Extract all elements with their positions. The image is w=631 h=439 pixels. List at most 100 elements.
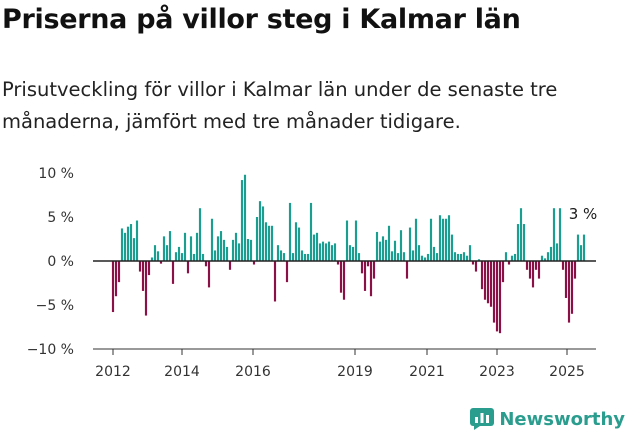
- bar-positive: [321, 241, 325, 261]
- bar-positive: [270, 225, 274, 261]
- bar-negative: [564, 261, 568, 298]
- bar-positive: [213, 250, 217, 261]
- y-tick-label: −10 %: [27, 342, 74, 358]
- bar-negative: [369, 261, 373, 297]
- bar-negative: [573, 261, 577, 279]
- bar-positive: [414, 218, 418, 261]
- bar-positive: [318, 243, 322, 261]
- bar-positive: [192, 253, 196, 261]
- bar-negative: [531, 261, 535, 288]
- bar-positive: [246, 239, 250, 261]
- bar-positive: [387, 225, 391, 261]
- bar-positive: [510, 255, 514, 261]
- bar-negative: [360, 261, 364, 274]
- chart-title: Priserna på villor steg i Kalmar län: [2, 4, 521, 35]
- bar-positive: [504, 252, 508, 261]
- bar-negative: [147, 261, 151, 276]
- bar-positive: [465, 255, 469, 261]
- x-tick-label: 2025: [549, 364, 585, 380]
- bar-positive: [555, 243, 559, 261]
- bar-positive: [162, 236, 166, 261]
- y-tick-label: 5 %: [47, 210, 74, 226]
- bar-positive: [396, 253, 400, 261]
- bar-positive: [150, 257, 154, 261]
- bar-positive: [168, 231, 172, 261]
- bar-positive: [174, 252, 178, 261]
- bar-negative: [228, 261, 232, 270]
- bar-negative: [480, 261, 484, 290]
- bar-positive: [432, 246, 436, 261]
- bar-negative: [111, 261, 115, 313]
- bar-positive: [312, 234, 316, 261]
- bar-positive: [156, 251, 160, 261]
- bar-positive: [306, 253, 310, 261]
- bar-negative: [570, 261, 574, 314]
- bar-positive: [330, 245, 334, 261]
- chart-subtitle: Prisutveckling för villor i Kalmar län u…: [2, 78, 558, 133]
- bar-positive: [558, 208, 562, 261]
- bar-positive: [327, 241, 331, 261]
- x-tick-label: 2014: [164, 364, 200, 380]
- bar-positive: [333, 243, 337, 261]
- bar-positive: [450, 234, 454, 261]
- bar-negative: [471, 261, 475, 265]
- bar-negative: [363, 261, 367, 291]
- x-tick-label: 2019: [337, 364, 373, 380]
- bar-positive: [216, 236, 220, 261]
- bar-positive: [357, 253, 361, 261]
- bar-positive: [237, 243, 241, 261]
- bar-positive: [423, 257, 427, 261]
- bar-negative: [144, 261, 148, 316]
- bar-positive: [129, 224, 133, 261]
- bar-positive: [135, 220, 139, 261]
- bar-positive: [477, 259, 481, 261]
- bar-negative: [534, 261, 538, 270]
- bar-positive: [303, 253, 307, 261]
- bar-positive: [453, 252, 457, 261]
- bar-positive: [516, 224, 520, 261]
- bar-positive: [249, 239, 253, 261]
- bar-negative: [342, 261, 346, 300]
- bar-positive: [180, 253, 184, 261]
- bar-positive: [429, 218, 433, 261]
- bar-positive: [459, 253, 463, 261]
- bar-negative: [159, 261, 163, 264]
- bar-positive: [264, 222, 268, 261]
- bar-negative: [537, 261, 541, 279]
- bar-positive: [435, 253, 439, 261]
- bar-positive: [267, 225, 271, 261]
- bar-negative: [336, 261, 340, 265]
- latest-value-annotation: 3 %: [569, 205, 598, 223]
- bar-positive: [543, 258, 547, 261]
- bar-positive: [411, 250, 415, 261]
- bar-positive: [198, 208, 202, 261]
- bar-positive: [546, 252, 550, 261]
- bar-positive: [210, 218, 214, 261]
- bar-positive: [444, 218, 448, 261]
- bar-positive: [120, 228, 124, 261]
- bar-positive: [189, 236, 193, 261]
- bar-positive: [225, 246, 229, 261]
- bar-negative: [486, 261, 490, 304]
- bar-positive: [201, 253, 205, 261]
- bar-positive: [540, 255, 544, 261]
- bar-positive: [279, 250, 283, 261]
- bar-positive: [165, 245, 169, 261]
- bar-positive: [462, 252, 466, 261]
- bar-positive: [132, 238, 136, 261]
- bar-positive: [417, 245, 421, 261]
- bar-negative: [492, 261, 496, 323]
- bar-positive: [195, 232, 199, 261]
- bar-positive: [582, 234, 586, 261]
- bar-negative: [483, 261, 487, 300]
- bar-positive: [315, 232, 319, 261]
- bar-positive: [294, 222, 298, 261]
- bar-negative: [366, 261, 370, 267]
- bar-negative: [141, 261, 145, 291]
- x-tick-label: 2016: [235, 364, 271, 380]
- bar-negative: [339, 261, 343, 293]
- bar-positive: [123, 232, 127, 261]
- bar-positive: [393, 240, 397, 261]
- bar-positive: [324, 243, 328, 261]
